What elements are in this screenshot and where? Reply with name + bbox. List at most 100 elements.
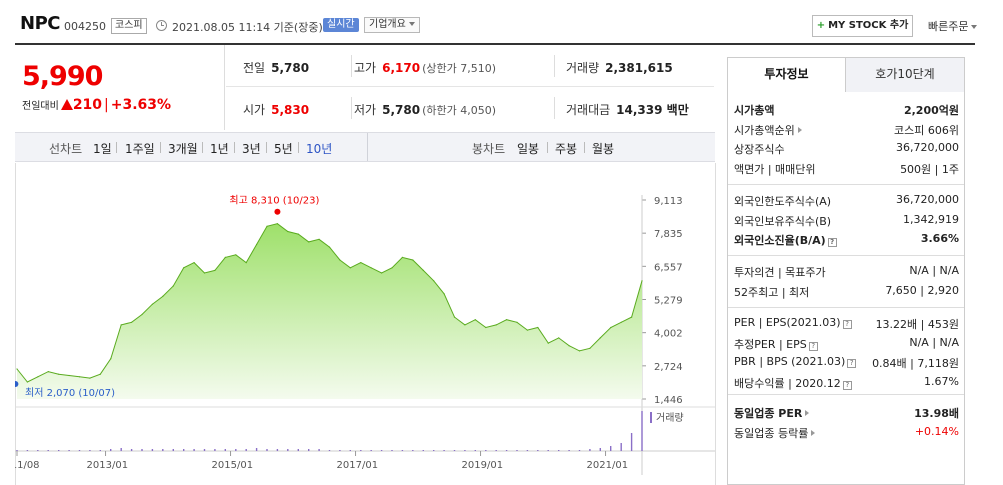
price-point: [203, 272, 206, 274]
info-row: 52주최고 | 최저 7,650 | 2,920: [728, 282, 964, 301]
y-tick-label: 9,113: [654, 196, 683, 207]
info-label-text: PER | EPS(2021.03): [734, 316, 841, 329]
info-value: 13.98배: [914, 407, 959, 420]
info-label: 상장주식수: [734, 141, 785, 157]
info-label: 외국인소진율(B/A)?: [734, 232, 837, 248]
price-point: [162, 295, 164, 297]
candle-weekly[interactable]: 주봉: [555, 142, 578, 156]
info-value: 3.66%: [920, 232, 959, 245]
price-point: [308, 241, 310, 243]
info-label-text: 동일업종 등락률: [734, 426, 809, 440]
volume-bar: [620, 443, 622, 451]
volume-bar: [474, 450, 476, 451]
company-info-dropdown[interactable]: 기업개요: [364, 17, 420, 33]
period-1y[interactable]: 1년: [210, 142, 229, 156]
price-point: [526, 329, 528, 331]
caret-right-icon[interactable]: [797, 126, 802, 133]
volume-bar: [318, 449, 320, 451]
quick-order-label: 빠른주문: [928, 20, 969, 33]
info-label-text: 투자의견 | 목표주가: [734, 266, 826, 279]
period-1w[interactable]: 1주일: [125, 142, 155, 156]
caret-right-icon[interactable]: [811, 429, 816, 436]
info-label: 추정PER | EPS?: [734, 336, 818, 352]
divider: [266, 142, 267, 153]
header-divider: [15, 43, 975, 45]
group-divider: [728, 184, 964, 185]
add-mystock-button[interactable]: + MY STOCK 추가: [812, 15, 913, 37]
volume-bar: [495, 450, 497, 451]
price-point: [120, 324, 122, 326]
toolbar-divider: [367, 133, 368, 161]
stock-name: NPC: [20, 13, 60, 34]
period-3y[interactable]: 3년: [242, 142, 261, 156]
info-label: PBR | BPS (2021.03)?: [734, 355, 857, 368]
price-point: [245, 262, 247, 264]
info-label: 52주최고 | 최저: [734, 284, 809, 300]
price-point: [506, 319, 508, 321]
volume-bar: [401, 450, 404, 451]
price-point: [235, 254, 237, 256]
volume-bar: [297, 449, 299, 451]
caret-right-icon[interactable]: [805, 410, 810, 416]
clock-icon: [156, 20, 167, 31]
price-point: [37, 376, 39, 378]
investment-info-panel: 투자정보 호가10단계 시가총액 2,200억원 시가총액순위 코스피 606위 상장주…: [727, 57, 965, 485]
price-point: [578, 350, 581, 352]
x-tick-label: 2021/01: [587, 460, 629, 471]
info-value: 1.67%: [924, 374, 959, 388]
help-icon[interactable]: ?: [847, 359, 857, 368]
price-point: [47, 371, 49, 373]
realtime-button[interactable]: 실시간: [323, 18, 359, 32]
price-point: [318, 238, 320, 240]
info-value: 36,720,000: [896, 141, 959, 154]
period-5y[interactable]: 5년: [274, 142, 293, 156]
change-value: 210: [72, 97, 103, 113]
info-label-text: 상장주식수: [734, 143, 785, 156]
volume-legend-mark: [650, 412, 652, 423]
help-icon[interactable]: ?: [827, 238, 837, 247]
y-tick-label: 6,557: [654, 262, 683, 273]
change-separator: |: [104, 97, 109, 113]
help-icon[interactable]: ?: [842, 380, 852, 390]
y-tick-label: 1,446: [654, 395, 683, 406]
price-point: [339, 259, 341, 261]
period-3m[interactable]: 3개월: [168, 142, 198, 156]
candle-daily[interactable]: 일봉: [517, 142, 540, 156]
max-marker: [274, 208, 281, 215]
volume-bar: [422, 450, 424, 451]
info-label-text: 배당수익률 | 2020.12: [734, 376, 841, 390]
volume-bar: [641, 411, 643, 451]
quick-order-dropdown[interactable]: 빠른주문: [928, 18, 978, 34]
price-point: [141, 313, 143, 316]
volume-bar: [214, 449, 216, 451]
volume-bar: [255, 448, 258, 451]
period-10y[interactable]: 10년: [306, 142, 333, 156]
info-row: PER | EPS(2021.03)? 13.22배 | 453원: [728, 314, 964, 333]
info-row: PBR | BPS (2021.03)? 0.84배 | 7,118원: [728, 353, 964, 372]
volume-bar: [162, 449, 164, 451]
price-point: [558, 337, 560, 339]
help-icon[interactable]: ?: [808, 341, 818, 351]
price-point: [183, 267, 185, 269]
tab-order-book[interactable]: 호가10단계: [846, 58, 964, 92]
divider: [584, 142, 585, 153]
volume-bar: [287, 449, 289, 451]
price-point: [78, 376, 81, 378]
volume-bar: [370, 450, 372, 451]
info-row: 외국인한도주식수(A) 36,720,000: [728, 191, 964, 210]
help-icon[interactable]: ?: [842, 320, 852, 329]
tab-investment-info[interactable]: 투자정보: [728, 58, 846, 92]
prev-close: 전일 5,780: [243, 61, 310, 75]
volume-bar: [47, 450, 49, 451]
quote-row-1: 전일 5,780 고가 6,170 (상한가 7,510) 거래량 2,381,615: [226, 45, 714, 87]
period-1d[interactable]: 1일: [93, 142, 112, 156]
divider: [554, 97, 555, 119]
candle-monthly[interactable]: 월봉: [592, 142, 615, 156]
volume-bar: [235, 449, 237, 451]
price-point: [110, 358, 112, 360]
y-tick-label: 7,835: [654, 229, 683, 240]
price-point: [547, 342, 549, 344]
price-change: 전일대비 210 | +3.63%: [22, 97, 171, 113]
info-label-text: PBR | BPS (2021.03): [734, 355, 846, 368]
price-point: [360, 262, 362, 264]
